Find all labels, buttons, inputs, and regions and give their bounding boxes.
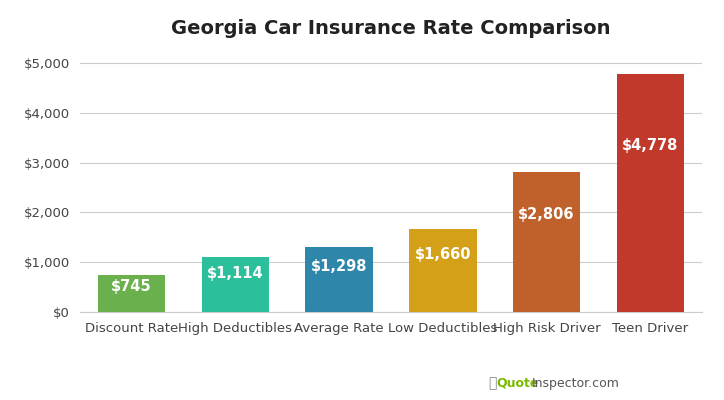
- Bar: [617, 74, 684, 312]
- Bar: [409, 229, 476, 312]
- Text: $1,660: $1,660: [415, 247, 471, 262]
- Bar: [98, 275, 165, 312]
- Text: $2,806: $2,806: [518, 207, 575, 222]
- Text: $745: $745: [111, 278, 152, 294]
- Bar: [201, 256, 269, 312]
- Bar: [306, 247, 373, 312]
- Title: Georgia Car Insurance Rate Comparison: Georgia Car Insurance Rate Comparison: [171, 19, 611, 38]
- Text: $4,778: $4,778: [622, 138, 678, 153]
- Text: Quote: Quote: [496, 377, 539, 390]
- Text: $1,298: $1,298: [311, 259, 367, 274]
- Bar: [513, 172, 581, 312]
- Text: Inspector.com: Inspector.com: [532, 377, 620, 390]
- Text: $1,114: $1,114: [207, 266, 264, 281]
- Text: ⌕: ⌕: [489, 376, 497, 390]
